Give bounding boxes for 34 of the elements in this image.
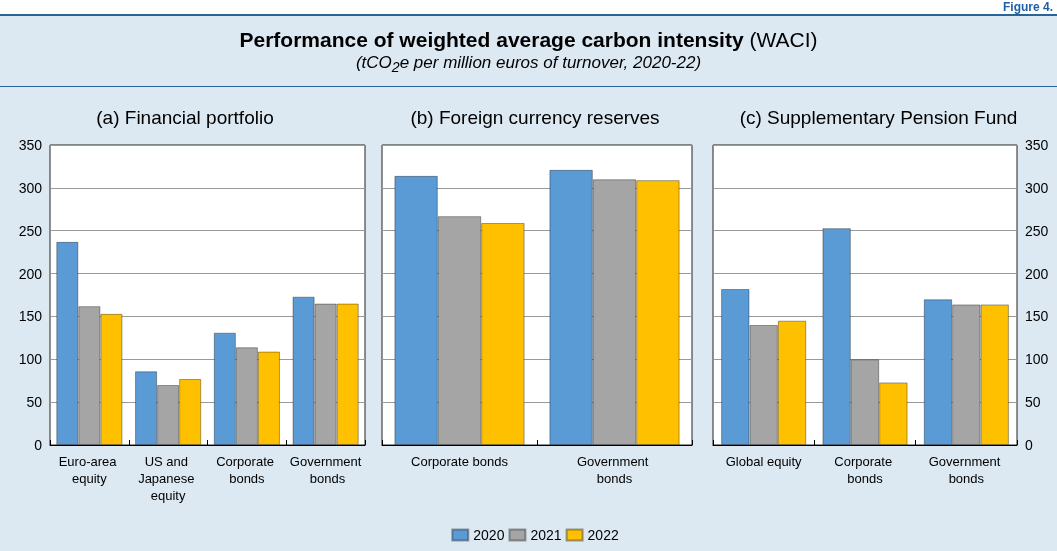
text: Performance of weighted average carbon intensity (WACI) bbox=[238, 28, 819, 52]
y2-tick-label: 300 bbox=[1025, 179, 1049, 196]
y-tick-label: 0 bbox=[34, 437, 43, 453]
y2-tick-label: 0 bbox=[1025, 437, 1033, 453]
y-tick-label: 150 bbox=[18, 308, 43, 325]
y-tick-label: 300 bbox=[18, 179, 43, 196]
x-tick-label: Global equity bbox=[725, 454, 803, 469]
y-tick-label: 100 bbox=[18, 351, 43, 368]
x-tick-label: US and Japanese equity bbox=[138, 454, 199, 503]
y2-tick-label: 250 bbox=[1025, 222, 1049, 239]
text: (tCO$_{2}$e per million euros of turnover, 2020-22) bbox=[354, 53, 703, 76]
x-tick-label: Corporate bonds bbox=[216, 454, 278, 486]
y-tick-label: 250 bbox=[18, 222, 43, 239]
y2-tick-label: 350 bbox=[1025, 137, 1049, 153]
y-tick-label: 350 bbox=[18, 137, 43, 153]
x-tick-label: Corporate bonds bbox=[411, 454, 509, 469]
chart-title: (a) Financial portfolio bbox=[96, 107, 274, 128]
x-tick-label: Corporate bonds bbox=[834, 454, 896, 486]
y-tick-label: 200 bbox=[18, 265, 43, 282]
y2-tick-label: 50 bbox=[1025, 394, 1041, 411]
legend-label: 2021 bbox=[530, 527, 562, 543]
y2-tick-label: 200 bbox=[1025, 265, 1049, 282]
legend-label: 2020 bbox=[473, 527, 505, 543]
y2-tick-label: 100 bbox=[1025, 351, 1049, 368]
x-tick-label: Euro-area equity bbox=[58, 454, 121, 486]
x-tick-label: Government bonds bbox=[576, 454, 653, 486]
legend-label: 2022 bbox=[587, 527, 619, 543]
y2-tick-label: 150 bbox=[1025, 308, 1049, 325]
chart-title: (c) Supplementary Pension Fund bbox=[739, 107, 1018, 128]
y-tick-label: 50 bbox=[26, 394, 43, 411]
caption: Figure 4. bbox=[1002, 0, 1053, 14]
x-tick-label: Government bonds bbox=[289, 454, 362, 486]
x-tick-label: Government bonds bbox=[928, 454, 1004, 486]
chart-title: (b) Foreign currency reserves bbox=[410, 107, 660, 128]
